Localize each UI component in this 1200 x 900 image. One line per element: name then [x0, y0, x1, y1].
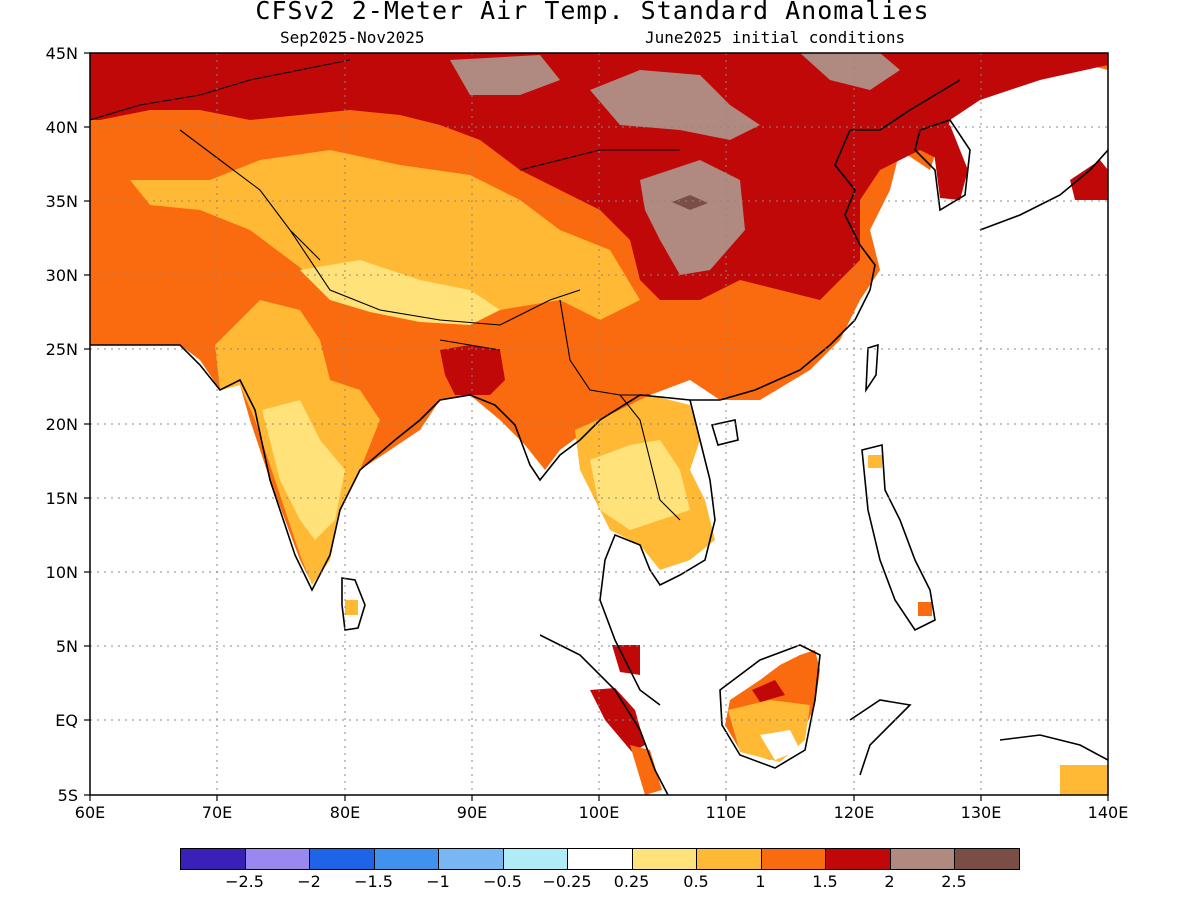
anomaly-region-korea: [932, 125, 968, 200]
coastline-sumatra: [539, 634, 669, 795]
anomaly-region-sumatra-orange: [630, 745, 662, 795]
coastline-indochina: [599, 399, 716, 706]
colorbar-swatch: [374, 849, 439, 869]
coastlines: [90, 59, 1108, 795]
anomaly-region-yellow-india: [262, 400, 345, 540]
anomaly-region-japan: [1070, 160, 1108, 200]
country-borders: [90, 59, 681, 521]
map-title: CFSv2 2-Meter Air Temp. Standard Anomali…: [255, 0, 930, 25]
coastline-sulawesi: [849, 699, 912, 776]
colorbar-label: 1: [755, 872, 766, 891]
lon-label-130e: 130E: [960, 803, 1002, 822]
anomaly-region-gold-north: [130, 150, 640, 320]
lat-label-5n: 5N: [55, 637, 78, 656]
lon-label-80e: 80E: [329, 803, 361, 822]
anomaly-region-borneo-gold: [728, 700, 810, 762]
colorbar-swatch: [568, 849, 633, 869]
anomaly-region-yellow-north: [300, 260, 500, 325]
grid-lines: [90, 53, 1108, 795]
colorbar-label: −2: [297, 872, 321, 891]
anomaly-region-yellow-indochina: [590, 440, 690, 530]
colorbar-label: −1.5: [354, 872, 393, 891]
coastline-japan: [979, 149, 1108, 231]
anomaly-shading: [90, 53, 1108, 795]
lon-label-70e: 70E: [201, 803, 233, 822]
anomaly-region-grey-china: [640, 160, 745, 275]
lon-label-120e: 120E: [833, 803, 875, 822]
lat-label-40n: 40N: [45, 118, 78, 137]
anomaly-region-grey-east: [800, 53, 900, 90]
colorbar-swatch: [761, 849, 826, 869]
lon-label-60e: 60E: [74, 803, 106, 822]
lon-label-110e: 110E: [705, 803, 747, 822]
colorbar-label: 0.25: [613, 872, 650, 891]
colorbar-swatch: [697, 849, 762, 869]
colorbar-label: −0.25: [542, 872, 592, 891]
colorbar-label: 1.5: [812, 872, 838, 891]
colorbar-label: 2: [884, 872, 895, 891]
colorbar-swatch: [310, 849, 375, 869]
colorbar-label: 0.5: [683, 872, 709, 891]
anomaly-region-grey-central: [590, 70, 760, 140]
anomaly-region-newguinea: [1060, 765, 1108, 795]
colorbar-swatch: [181, 849, 246, 869]
anomaly-region-srilanka: [345, 600, 358, 615]
coastline-borneo: [719, 644, 821, 769]
colorbar-swatch: [503, 849, 568, 869]
colorbar-swatch: [632, 849, 697, 869]
colorbar-swatch: [245, 849, 310, 869]
forecast-period: Sep2025-Nov2025: [280, 28, 425, 47]
colorbar-swatch: [955, 849, 1019, 869]
lat-label-eq: EQ: [55, 711, 78, 730]
anomaly-region-sumatra-red: [590, 688, 645, 752]
lon-label-100e: 100E: [578, 803, 620, 822]
coastline-philippines: [861, 443, 936, 632]
colorbar-swatch: [439, 849, 504, 869]
initial-conditions: June2025 initial conditions: [645, 28, 906, 47]
colorbar: [180, 848, 1020, 870]
coastline-taiwan: [865, 343, 879, 393]
anomaly-region-borneo-red: [752, 680, 785, 702]
coastline-korea: [914, 119, 971, 212]
anomaly-region-red-north: [90, 53, 1108, 300]
coastline-south-asia: [90, 79, 961, 592]
lon-label-140e: 140E: [1087, 803, 1129, 822]
anomaly-region-brown: [672, 195, 708, 210]
lat-label-45n: 45N: [45, 44, 78, 63]
colorbar-label: 2.5: [941, 872, 967, 891]
anomaly-region-grey-mongolia: [450, 55, 560, 95]
coastline-newguinea: [999, 734, 1108, 761]
anomaly-region-philippines: [868, 455, 882, 468]
anomaly-region-borneo-white: [760, 730, 800, 760]
lat-label-15n: 15N: [45, 489, 78, 508]
colorbar-label: −0.5: [483, 872, 522, 891]
coastline-hainan: [710, 419, 739, 446]
anomaly-region-malaya-red: [612, 645, 640, 675]
coastline-srilanka: [341, 577, 366, 631]
lat-label-25n: 25N: [45, 340, 78, 359]
colorbar-label: −2.5: [225, 872, 264, 891]
lon-label-90e: 90E: [456, 803, 488, 822]
axis-ticks: [84, 52, 1109, 801]
lat-label-35n: 35N: [45, 192, 78, 211]
anomaly-region-mindanao: [918, 602, 932, 616]
lat-label-20n: 20N: [45, 415, 78, 434]
colorbar-swatch: [890, 849, 955, 869]
colorbar-swatch: [826, 849, 891, 869]
lat-label-5s: 5S: [57, 786, 78, 805]
lat-label-30n: 30N: [45, 266, 78, 285]
colorbar-label: −1: [426, 872, 450, 891]
lat-label-10n: 10N: [45, 563, 78, 582]
